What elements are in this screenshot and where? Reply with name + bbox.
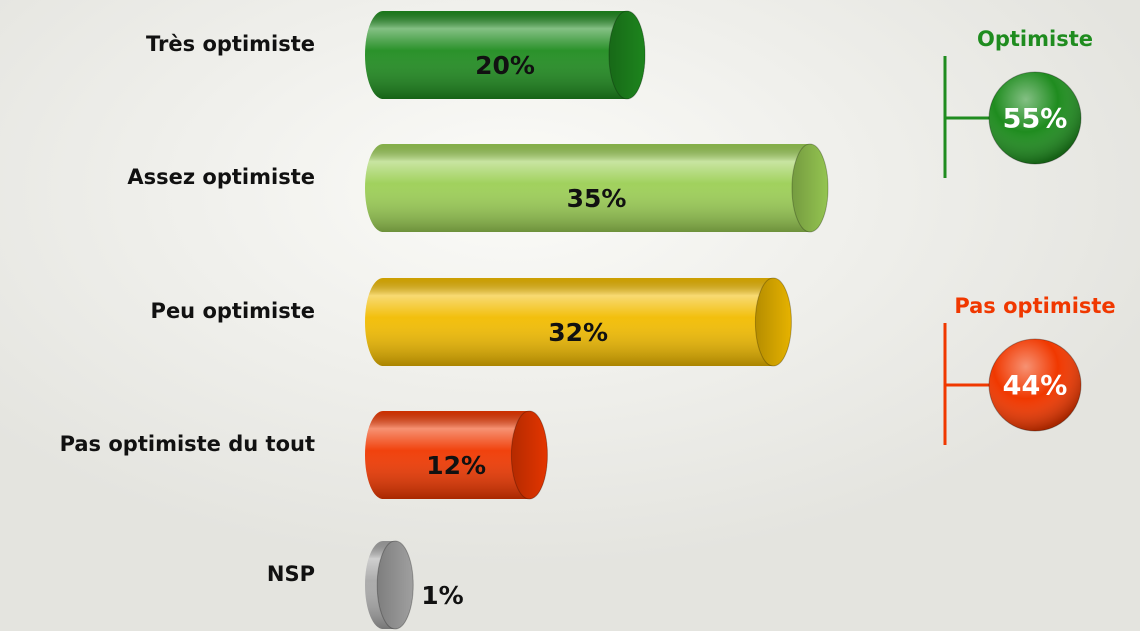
- bar-cap-shade: [377, 541, 414, 629]
- bar-shade: [365, 411, 548, 499]
- group-label: Pas optimiste: [954, 294, 1115, 318]
- category-label: Assez optimiste: [127, 165, 315, 189]
- bar-cap-shade: [609, 11, 645, 99]
- group-value: 55%: [1003, 104, 1068, 135]
- value-label: 1%: [421, 581, 463, 610]
- bar-shade: [365, 144, 828, 232]
- bar-shade: [365, 278, 792, 366]
- value-label: 35%: [567, 184, 627, 213]
- value-label: 32%: [548, 318, 608, 347]
- value-label: 12%: [426, 451, 486, 480]
- bar-cap-shade: [511, 411, 548, 499]
- group-circle-shade: [989, 339, 1081, 431]
- category-label: Pas optimiste du tout: [60, 432, 315, 456]
- bar-shade: [365, 11, 645, 99]
- bar-cap-shade: [755, 278, 792, 366]
- bar-cap-shade: [792, 144, 828, 232]
- category-label: Peu optimiste: [151, 299, 315, 323]
- group-label: Optimiste: [977, 27, 1093, 51]
- group-circle-shade: [989, 72, 1081, 164]
- group-value: 44%: [1003, 371, 1068, 402]
- value-label: 20%: [475, 51, 535, 80]
- category-label: Très optimiste: [146, 32, 315, 56]
- category-label: NSP: [267, 562, 315, 586]
